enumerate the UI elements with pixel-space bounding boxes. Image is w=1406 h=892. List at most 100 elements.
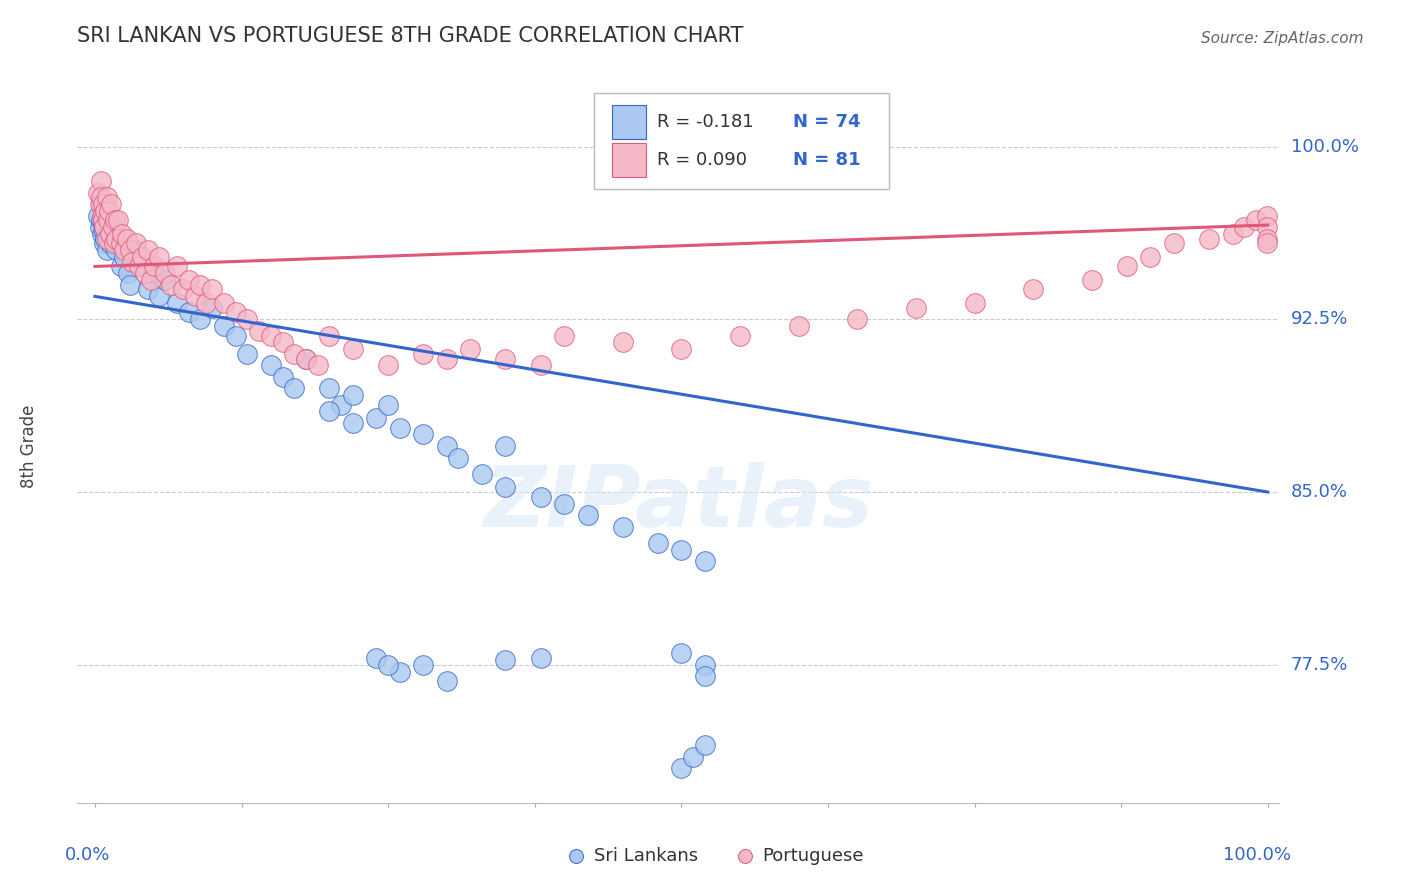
Point: [682, 749, 704, 764]
Point: [529, 650, 551, 665]
Point: [105, 232, 128, 246]
Point: [190, 312, 212, 326]
Point: [377, 657, 399, 672]
Point: [494, 653, 516, 667]
Point: [342, 388, 364, 402]
Point: [436, 439, 458, 453]
Point: [94, 204, 117, 219]
Point: [103, 236, 125, 251]
Point: [529, 359, 551, 373]
Text: N = 74: N = 74: [793, 113, 860, 131]
Point: [494, 439, 516, 453]
Point: [904, 301, 927, 315]
Point: [91, 213, 114, 227]
Point: [318, 381, 340, 395]
Point: [155, 273, 177, 287]
Point: [97, 220, 120, 235]
Point: [100, 197, 122, 211]
Point: [963, 296, 986, 310]
Point: [172, 283, 194, 297]
Point: [671, 343, 693, 357]
Point: [90, 190, 112, 204]
Point: [342, 416, 364, 430]
Point: [1081, 273, 1104, 287]
Point: [201, 283, 224, 297]
Point: [125, 244, 148, 258]
Text: N = 81: N = 81: [793, 151, 860, 169]
Point: [787, 319, 810, 334]
Point: [101, 232, 124, 246]
Point: [471, 467, 494, 481]
Point: [96, 244, 118, 258]
Text: 100.0%: 100.0%: [1223, 846, 1292, 863]
Point: [728, 328, 751, 343]
Point: [693, 657, 716, 672]
Point: [91, 218, 114, 232]
Point: [553, 497, 575, 511]
Point: [93, 236, 115, 251]
Point: [671, 542, 693, 557]
Point: [142, 260, 165, 274]
Point: [1116, 260, 1139, 274]
Text: SRI LANKAN VS PORTUGUESE 8TH GRADE CORRELATION CHART: SRI LANKAN VS PORTUGUESE 8TH GRADE CORRE…: [77, 27, 744, 46]
Point: [271, 370, 294, 384]
Point: [103, 225, 125, 239]
Point: [1256, 236, 1278, 251]
Point: [91, 197, 114, 211]
Point: [136, 283, 159, 297]
Point: [212, 319, 235, 334]
Point: [271, 335, 294, 350]
Point: [260, 328, 283, 343]
Point: [1256, 209, 1278, 223]
Point: [89, 220, 111, 235]
Point: [128, 260, 150, 274]
Point: [366, 650, 388, 665]
Point: [96, 232, 118, 246]
Point: [212, 296, 235, 310]
Point: [236, 347, 259, 361]
Point: [98, 236, 121, 251]
Point: [120, 277, 142, 292]
Point: [247, 324, 270, 338]
Point: [110, 236, 132, 251]
Point: [318, 328, 340, 343]
Point: [225, 328, 247, 343]
Point: [97, 213, 120, 227]
Point: [148, 289, 170, 303]
Point: [436, 673, 458, 688]
Point: [318, 404, 340, 418]
Point: [693, 738, 716, 752]
Point: [529, 490, 551, 504]
Point: [107, 236, 129, 251]
Point: [195, 296, 218, 310]
Point: [1233, 220, 1256, 235]
Point: [91, 204, 114, 219]
Point: [342, 343, 364, 357]
Text: R = -0.181: R = -0.181: [657, 113, 765, 131]
Text: 100.0%: 100.0%: [1291, 137, 1358, 156]
Point: [647, 535, 669, 549]
Point: [120, 244, 142, 258]
Point: [112, 250, 135, 264]
Point: [846, 312, 869, 326]
Point: [131, 260, 153, 274]
Point: [436, 351, 458, 366]
Point: [458, 343, 481, 357]
Point: [1244, 213, 1267, 227]
Point: [115, 232, 138, 246]
Point: [121, 255, 143, 269]
Point: [553, 328, 575, 343]
Point: [111, 227, 134, 242]
Point: [295, 351, 318, 366]
Text: 0.0%: 0.0%: [65, 846, 111, 863]
Point: [142, 266, 165, 280]
Point: [90, 213, 112, 227]
Text: 77.5%: 77.5%: [1291, 656, 1348, 673]
Point: [96, 190, 118, 204]
Point: [201, 301, 224, 315]
Point: [117, 266, 139, 280]
Text: 85.0%: 85.0%: [1291, 483, 1347, 501]
Point: [1222, 227, 1244, 242]
Point: [110, 260, 132, 274]
Point: [90, 197, 112, 211]
